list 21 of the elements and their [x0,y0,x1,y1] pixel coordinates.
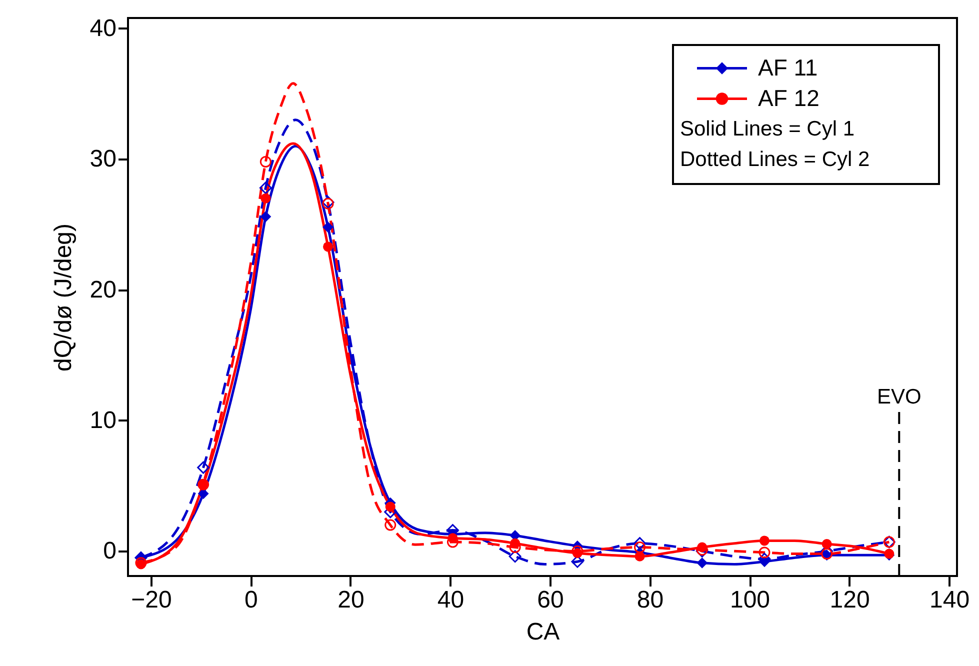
x-axis-title: CA [526,618,560,646]
ref-line-label: EVO [876,385,922,408]
x-tick-label: 100 [730,586,770,614]
annotation: Solid Lines = Cyl 1 [680,117,855,140]
legend-label: AF 12 [758,84,820,111]
x-tick-label: 140 [929,586,970,614]
y-tick-label: 20 [90,276,116,304]
x-tick-label: 0 [244,586,258,614]
y-tick-label: 0 [103,538,116,565]
x-tick-label: 40 [437,586,464,614]
x-tick-label: 120 [830,586,870,614]
x-tick-label: 80 [636,586,664,614]
y-tick-label: 10 [90,406,116,434]
y-tick-label: 40 [90,14,116,42]
y-tick-label: 30 [90,146,116,173]
y-axis-title: dQ/dø (J/deg) [50,223,77,372]
x-tick-label: −20 [131,586,172,614]
x-tick-label: 20 [338,586,364,614]
legend-label: AF 11 [758,54,818,80]
x-tick-label: 60 [537,586,564,614]
annotation: Dotted Lines = Cyl 2 [680,148,870,171]
